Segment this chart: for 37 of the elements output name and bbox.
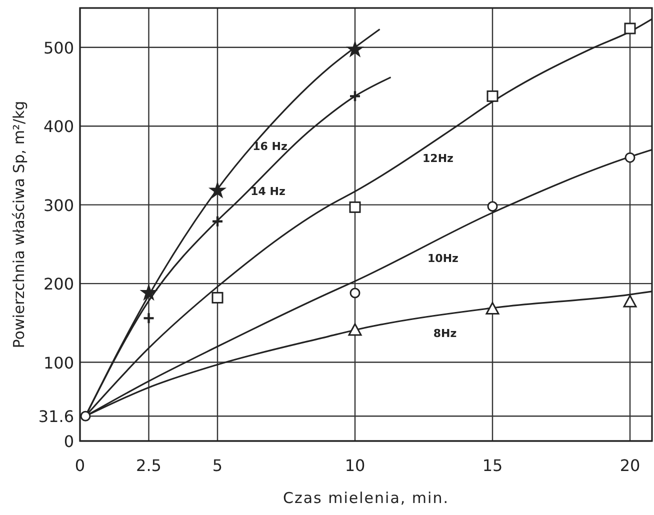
point — [348, 323, 362, 336]
x-tick-label: 15 — [482, 456, 503, 475]
point — [624, 22, 636, 34]
y-tick-label: 200 — [43, 274, 74, 294]
series-label: 8Hz — [433, 327, 457, 340]
x-tick-label: 0 — [74, 456, 86, 475]
series-label: 10Hz — [428, 252, 458, 265]
point — [623, 294, 637, 308]
point — [212, 292, 224, 304]
point — [487, 201, 498, 212]
y-tick-label: 31.6 — [38, 407, 74, 426]
y-tick-label: 0 — [64, 432, 74, 451]
point — [350, 288, 360, 298]
point — [486, 90, 498, 102]
point — [142, 312, 155, 324]
y-tick-label: 300 — [43, 196, 74, 215]
point — [211, 215, 224, 228]
y-tick-label: 400 — [43, 117, 74, 136]
x-tick-label: 20 — [620, 456, 640, 475]
series-label: 12Hz — [422, 152, 454, 165]
y-axis-title: Powierzchnia właściwa Sp, m²/kg — [10, 100, 28, 348]
point — [624, 152, 636, 163]
x-axis-title: Czas mielenia, min. — [283, 489, 449, 507]
point — [348, 90, 362, 102]
point — [209, 182, 226, 198]
point — [80, 410, 91, 422]
y-tick-label: 500 — [43, 38, 74, 58]
series-label: 16 Hz — [252, 140, 288, 153]
point — [346, 41, 364, 57]
point — [140, 284, 157, 300]
point — [486, 302, 500, 314]
series-label: 14 Hz — [250, 185, 286, 198]
x-tick-label: 10 — [344, 456, 366, 475]
y-tick-label: 100 — [43, 353, 74, 372]
point — [349, 201, 361, 213]
x-tick-label: 5 — [212, 456, 223, 475]
x-tick-label: 2.5 — [136, 456, 162, 475]
